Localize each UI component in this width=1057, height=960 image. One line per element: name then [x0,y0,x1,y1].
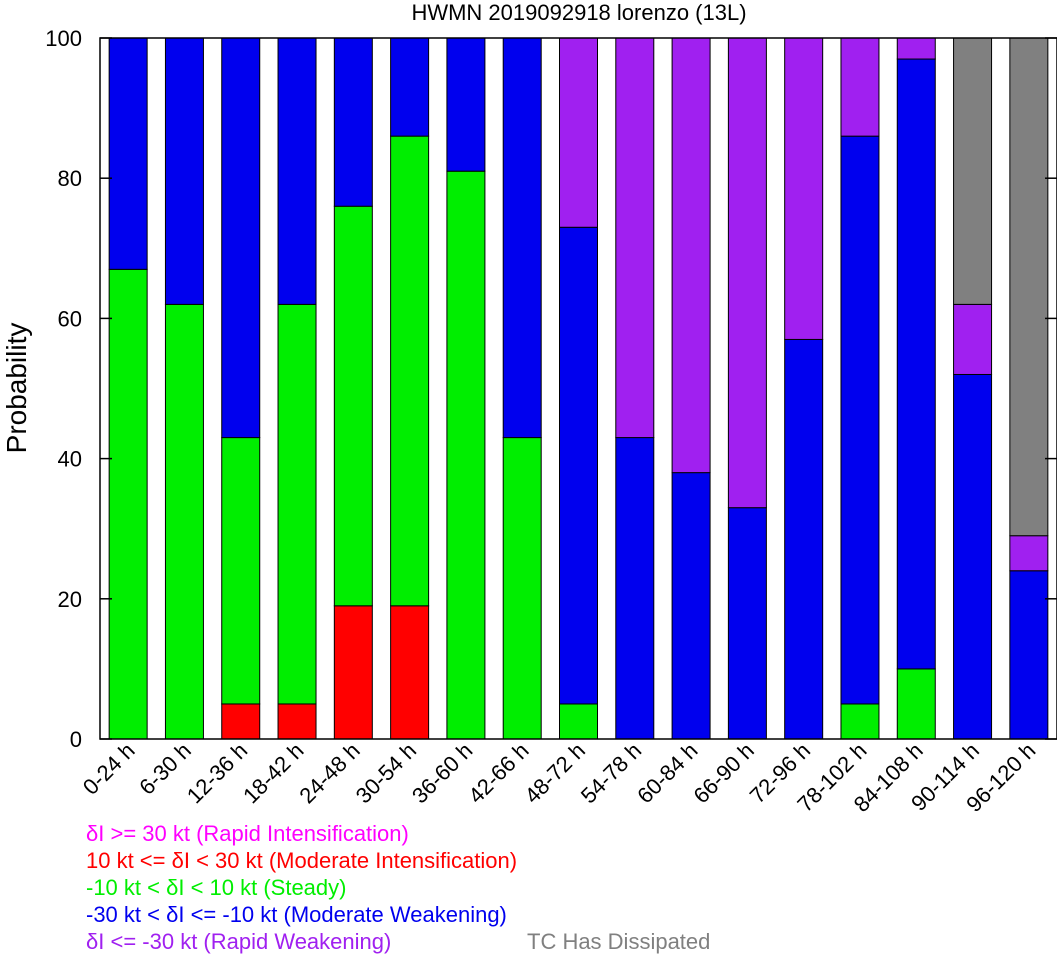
bar-segment-rw-12 [784,37,824,340]
bar-segment-mw-7 [502,37,542,439]
bar-segment-mw-4 [333,37,373,207]
bar-segment-mw-2 [221,37,261,439]
x-tick-label: 30-54 h [351,738,421,808]
bar-segment-steady-5 [390,135,430,607]
bar-segment-steady-14 [896,668,936,740]
legend-mi: 10 kt <= δI < 30 kt (Moderate Intensific… [86,848,518,873]
y-tick-label: 80 [58,166,82,191]
bar-segment-steady-4 [333,205,373,607]
bar-segment-steady-1 [164,303,204,740]
x-tick-label: 60-84 h [632,738,702,808]
bar-segment-rw-8 [559,37,598,228]
bar-segment-mw-10 [671,472,711,740]
x-axis: 0-24 h6-30 h12-36 h18-42 h24-48 h30-54 h… [78,738,1041,817]
bar-segment-steady-8 [559,703,598,740]
bar-segment-rw-9 [615,37,655,439]
x-tick-label: 36-60 h [407,738,477,808]
bar-segment-mw-9 [615,437,655,740]
bar-segment-rw-16 [1009,535,1049,572]
x-tick-label: 0-24 h [78,738,140,800]
x-tick-label: 66-90 h [688,738,758,808]
bar-segment-mw-0 [108,37,148,270]
x-tick-label: 24-48 h [294,738,364,808]
y-axis-label: Probability [1,323,32,454]
bar-segment-mw-1 [164,37,204,305]
bar-segment-rw-14 [896,37,936,60]
legend-mw: -30 kt < δI <= -10 kt (Moderate Weakenin… [86,902,507,927]
chart-title: HWMN 2019092918 lorenzo (13L) [411,0,746,25]
bar-segment-mw-15 [953,373,993,740]
x-tick-label: 42-66 h [463,738,533,808]
bar-segment-mi-4 [333,605,373,740]
x-tick-label: 18-42 h [238,738,308,808]
bar-segment-dissipated-16 [1009,37,1049,537]
legend-dissipated: TC Has Dissipated [527,929,711,954]
bar-segment-rw-11 [727,37,767,509]
y-tick-label: 40 [58,447,82,472]
bar-segment-mi-3 [277,703,317,740]
bar-segment-mw-3 [277,37,317,305]
bar-segment-rw-10 [671,37,711,474]
x-tick-label: 12-36 h [182,738,252,808]
bar-segment-mi-5 [390,605,430,740]
plot-frame [99,37,1057,740]
y-tick-label: 60 [58,306,82,331]
x-tick-label: 54-78 h [576,738,646,808]
y-tick-label: 100 [45,26,82,51]
legend-steady: -10 kt < δI < 10 kt (Steady) [86,875,347,900]
bar-segment-steady-13 [840,703,880,740]
x-tick-label: 48-72 h [520,738,590,808]
bar-segment-steady-2 [221,437,261,705]
bar-segment-steady-0 [108,268,148,740]
bar-segment-rw-15 [953,303,993,375]
bar-segment-mw-6 [446,37,486,172]
bar-segment-steady-6 [446,170,486,740]
bar-segment-mw-14 [896,58,936,670]
y-tick-label: 20 [58,587,82,612]
chart: HWMN 2019092918 lorenzo (13L) Probabilit… [1,0,1057,817]
bar-segment-mw-12 [784,338,824,740]
bar-segment-steady-7 [502,437,542,740]
y-tick-label: 0 [70,727,82,752]
legend-rw: δI <= -30 kt (Rapid Weakening) [86,929,392,954]
bar-segment-mi-2 [221,703,261,740]
bar-segment-mw-13 [840,135,880,705]
bar-segment-mw-8 [559,226,598,705]
bar-segment-mw-16 [1009,570,1049,740]
bar-segment-steady-3 [277,303,317,705]
y-axis: 0 20 40 60 80 100 [45,26,1057,752]
bar-segment-rw-13 [840,37,880,137]
legend-ri: δI >= 30 kt (Rapid Intensification) [86,821,409,846]
bar-segment-mw-11 [727,507,767,740]
bars [108,37,1049,740]
bar-segment-dissipated-15 [953,37,993,305]
bar-segment-mw-5 [390,37,430,137]
